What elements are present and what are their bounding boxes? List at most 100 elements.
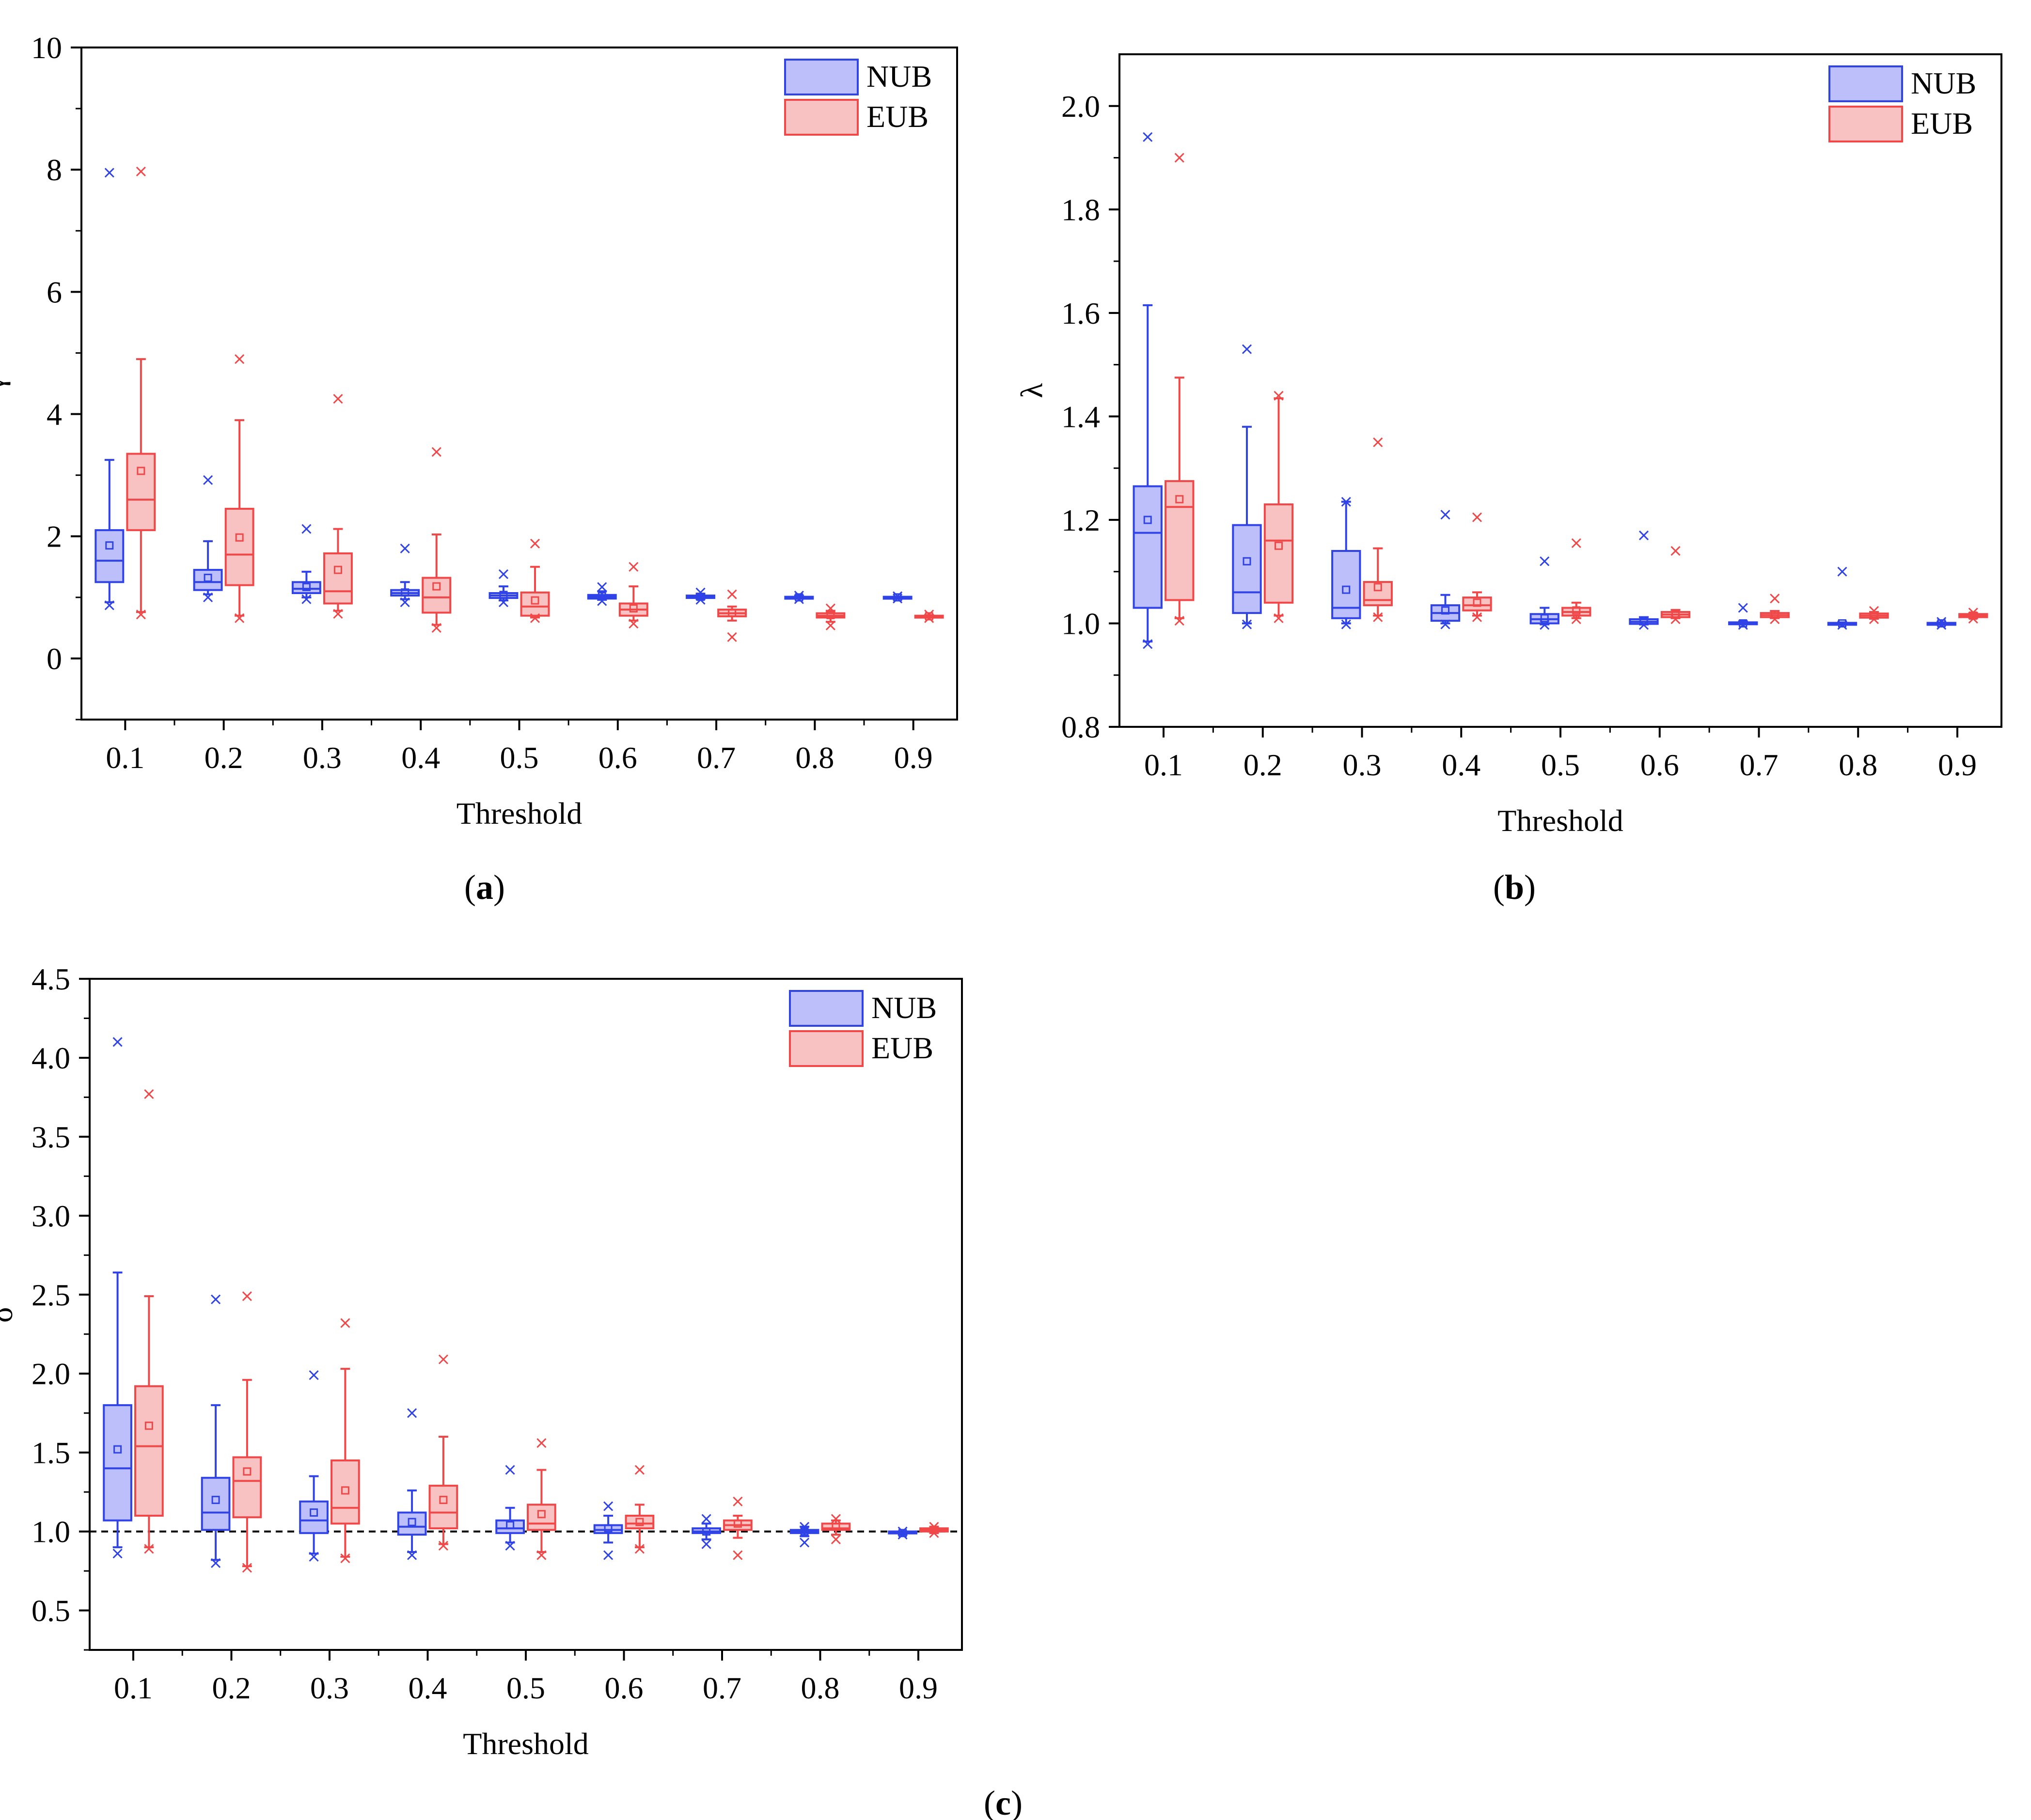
- series-eub: [1165, 153, 1988, 626]
- outlier-max-marker: [1638, 530, 1649, 541]
- mean-marker: [243, 1467, 252, 1476]
- outlier-max-marker: [1472, 512, 1482, 522]
- x-tick-label: 0.6: [598, 740, 637, 775]
- mean-marker: [211, 1495, 220, 1504]
- y-tick-label: 4.0: [31, 1041, 70, 1075]
- outlier-max-marker: [112, 1037, 123, 1047]
- y-tick-label: 1.4: [1061, 399, 1100, 434]
- mean-marker: [113, 1445, 122, 1454]
- x-tick-label: 0.6: [1640, 748, 1679, 782]
- mean-marker: [1937, 619, 1946, 628]
- x-tick-label: 0.9: [1938, 748, 1977, 782]
- mean-marker: [1342, 585, 1351, 594]
- outlier-max-marker: [924, 610, 934, 620]
- y-tick-label: 1.2: [1061, 503, 1100, 537]
- outlier-max-marker: [505, 1465, 515, 1475]
- x-tick-label: 0.1: [106, 740, 144, 775]
- box-eub-0.8: [821, 1514, 851, 1544]
- outlier-max-marker: [1143, 132, 1153, 142]
- mean-marker: [531, 596, 539, 605]
- y-tick-label: 1.5: [31, 1436, 70, 1470]
- mean-marker: [598, 592, 606, 600]
- outlier-max-marker: [536, 1438, 547, 1448]
- outlier-max-marker: [407, 1408, 417, 1418]
- outlier-max-marker: [1738, 603, 1748, 613]
- outlier-max-marker: [897, 1526, 908, 1537]
- outlier-max-marker: [603, 1501, 614, 1511]
- outlier-max-marker: [1174, 153, 1184, 163]
- y-tick-label: 0: [47, 642, 62, 676]
- x-tick-label: 0.7: [697, 740, 736, 775]
- box-eub-0.2: [232, 1291, 262, 1573]
- series-eub: [126, 166, 944, 642]
- y-tick-label: 0.8: [1061, 710, 1100, 744]
- x-tick-label: 0.2: [1244, 748, 1282, 782]
- mean-marker: [925, 612, 933, 621]
- mean-marker: [832, 1522, 840, 1531]
- outlier-max-marker: [301, 524, 312, 534]
- outlier-max-marker: [1242, 344, 1252, 354]
- mean-marker: [733, 1519, 742, 1528]
- box-nub-0.4: [390, 543, 420, 607]
- outlier-max-marker: [733, 1496, 743, 1506]
- mean-marker: [235, 533, 244, 542]
- box-nub-0.5: [488, 569, 519, 607]
- x-axis-label: Threshold: [457, 796, 583, 831]
- outlier-max-marker: [235, 354, 245, 364]
- mean-marker: [893, 593, 902, 602]
- outlier-max-marker: [893, 591, 903, 601]
- outlier-min-marker: [431, 623, 441, 633]
- mean-marker: [1838, 619, 1846, 628]
- outlier-min-marker: [733, 1550, 743, 1560]
- box-iqr: [527, 1504, 556, 1531]
- box-eub-0.1: [126, 166, 156, 620]
- box-eub-0.7: [717, 589, 747, 642]
- box-nub-0.4: [1430, 510, 1461, 629]
- outlier-min-marker: [629, 618, 639, 629]
- y-tick-label: 4.5: [31, 962, 70, 996]
- series-nub: [103, 1037, 917, 1568]
- box-iqr: [193, 569, 223, 591]
- box-nub-0.6: [593, 1501, 623, 1560]
- box-eub-0.1: [1165, 153, 1195, 626]
- box-iqr: [299, 1500, 329, 1534]
- legend-label-eub: EUB: [866, 99, 929, 134]
- panel-caption: (b): [1493, 868, 1536, 907]
- x-tick-label: 0.4: [409, 1671, 447, 1705]
- box-eub-0.4: [1462, 512, 1492, 622]
- box-iqr: [1462, 596, 1492, 612]
- outlier-min-marker: [1770, 614, 1780, 624]
- outlier-max-marker: [400, 543, 410, 554]
- plot-frame: [80, 47, 958, 721]
- x-tick-label: 0.5: [1541, 748, 1580, 782]
- outlier-max-marker: [203, 475, 213, 485]
- box-nub-0.1: [103, 1037, 132, 1559]
- outlier-min-marker: [1638, 620, 1649, 630]
- box-nub-0.6: [587, 582, 617, 606]
- box-nub-0.4: [397, 1408, 427, 1560]
- mean-marker: [302, 582, 311, 591]
- x-axis: 0.1 0.2 0.3 0.4 0.5 0.6 0.7 0.8 0.9: [1144, 727, 1977, 782]
- x-axis-label: Threshold: [463, 1726, 589, 1761]
- x-axis: 0.1 0.2 0.3 0.4 0.5 0.6 0.7 0.8 0.9: [114, 1650, 938, 1705]
- mean-marker: [439, 1495, 448, 1504]
- box-iqr: [1363, 581, 1393, 607]
- y-tick-label: 6: [47, 275, 62, 309]
- box-nub-0.9: [888, 1526, 917, 1540]
- y-tick-label: 10: [31, 31, 62, 65]
- legend-swatch-nub: [1828, 65, 1903, 102]
- box-nub-0.3: [291, 524, 321, 604]
- box-nub-0.9: [882, 591, 913, 604]
- box-eub-0.2: [1263, 391, 1294, 623]
- outlier-min-marker: [1341, 619, 1351, 629]
- outlier-min-marker: [203, 592, 213, 602]
- box-iqr: [126, 453, 156, 532]
- box-iqr: [94, 529, 125, 583]
- box-iqr: [224, 507, 254, 586]
- legend: NUB EUB: [789, 990, 937, 1067]
- box-iqr: [331, 1459, 360, 1525]
- outlier-min-marker: [924, 613, 934, 623]
- y-tick-label: 1.8: [1061, 192, 1100, 227]
- plot-frame: [1118, 53, 2002, 728]
- x-tick-label: 0.1: [1144, 748, 1183, 782]
